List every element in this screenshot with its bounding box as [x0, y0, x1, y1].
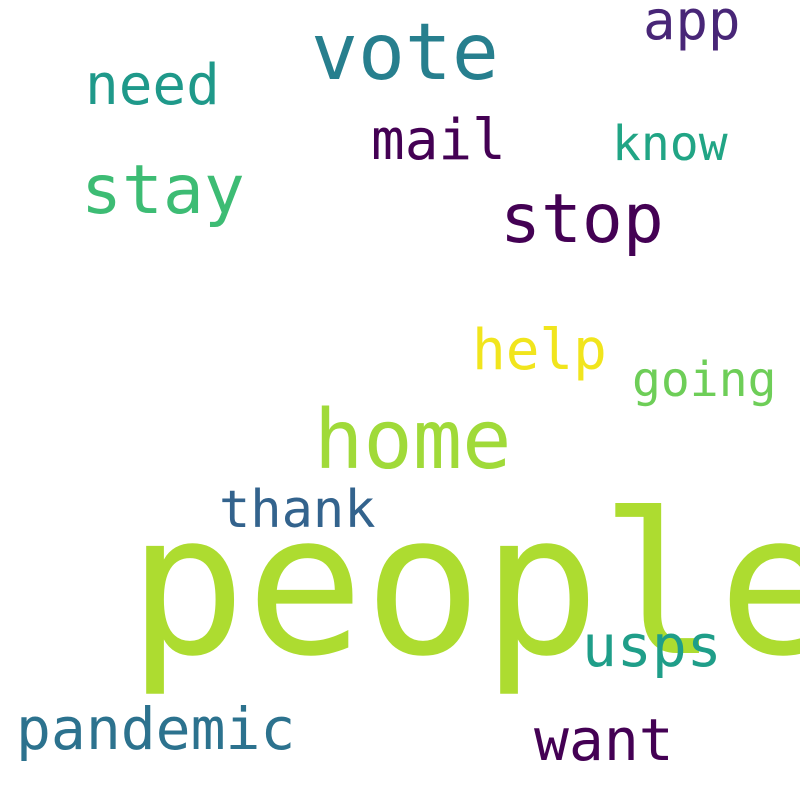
word-stop: stop — [500, 180, 664, 259]
word-usps: usps — [582, 612, 722, 680]
word-help: help — [472, 318, 607, 383]
word-know: know — [612, 116, 728, 172]
word-want: want — [534, 706, 674, 774]
word-mail: mail — [371, 108, 506, 173]
word-going: going — [632, 352, 777, 408]
word-need: need — [85, 53, 220, 118]
word-stay: stay — [81, 151, 245, 230]
word-app: app — [643, 0, 741, 52]
word-vote: vote — [311, 8, 499, 98]
word-people: people — [128, 472, 800, 700]
word-thank: thank — [219, 480, 376, 540]
word-home: home — [314, 393, 512, 488]
word-pandemic: pandemic — [16, 695, 296, 763]
